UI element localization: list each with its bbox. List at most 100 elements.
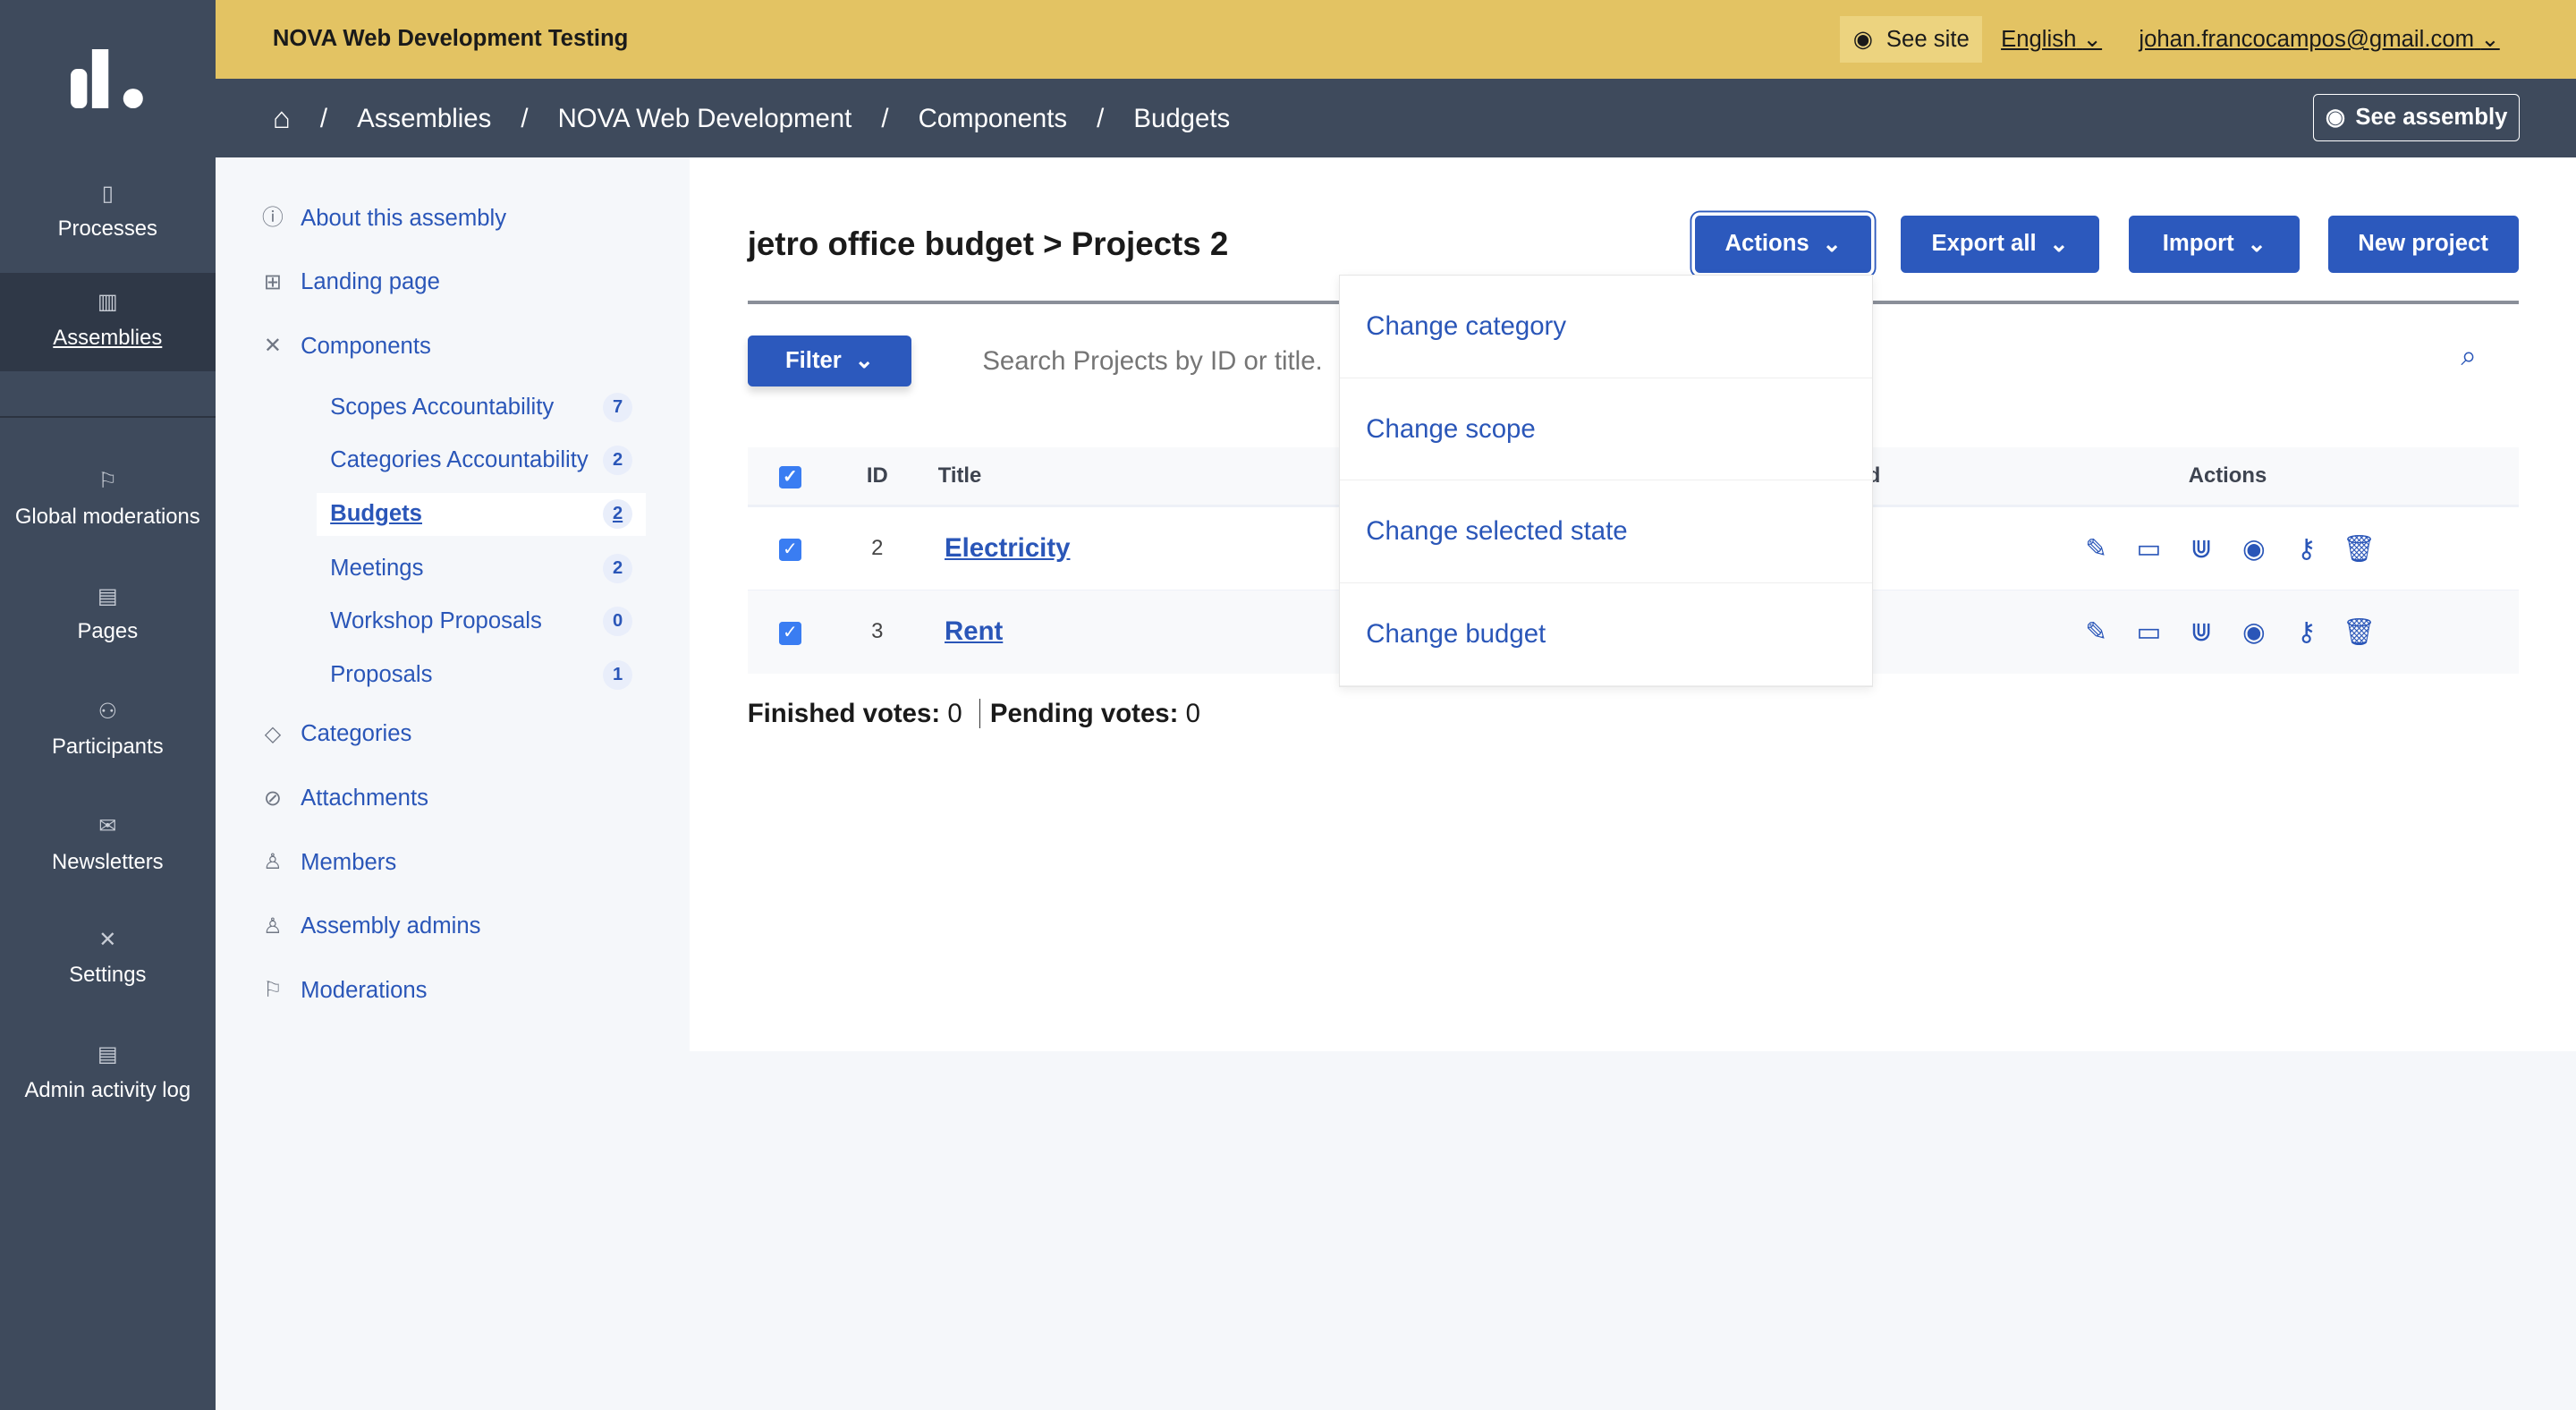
settings-icon: ✕ (98, 927, 117, 952)
key-icon[interactable]: ⚷ (2296, 616, 2317, 647)
chevron-down-icon: ⌄ (854, 348, 875, 374)
dropdown-change-scope[interactable]: Change scope (1339, 378, 1872, 481)
component-item[interactable]: Proposals 1 (317, 654, 645, 697)
folder-icon[interactable]: ▭ (2136, 533, 2162, 564)
trash-icon[interactable]: 🗑 (2343, 533, 2377, 564)
breadcrumb: ⌂ / Assemblies / NOVA Web Development / Com… (215, 79, 2576, 158)
subnav-components[interactable]: ✕ Components (261, 334, 431, 360)
sidebar-item-admin-log[interactable]: ▤ Admin activity log (24, 1042, 191, 1102)
breadcrumb-budgets[interactable]: Budgets (1133, 103, 1231, 133)
key-icon[interactable]: ⚷ (2296, 533, 2317, 564)
divider (0, 415, 216, 418)
header-actions: Actions (2188, 463, 2267, 488)
chevron-down-icon: ⌄ (2480, 27, 2500, 53)
project-link[interactable]: Rent (945, 616, 1004, 647)
chevron-down-icon: ⌄ (2247, 231, 2267, 257)
pencil-icon[interactable]: ✎ (2085, 533, 2107, 564)
see-assembly-button[interactable]: ◉ See assembly (2313, 93, 2521, 142)
eye-icon[interactable]: ◉ (2242, 616, 2266, 647)
layout-icon: ⊞ (263, 269, 282, 294)
breadcrumb-assembly[interactable]: NOVA Web Development (557, 103, 852, 133)
row-checkbox[interactable]: ✓ (778, 538, 802, 562)
subnav-landing[interactable]: ⊞ Landing page (261, 269, 440, 295)
processes-icon: ▯ (101, 182, 114, 207)
component-item-selected[interactable]: Budgets 2 (317, 492, 646, 536)
subnav-attachments[interactable]: ⊘ Attachments (261, 786, 428, 811)
row-checkbox[interactable]: ✓ (778, 622, 802, 645)
select-all-checkbox[interactable]: ✓ (778, 465, 802, 489)
count-badge: 0 (603, 606, 633, 636)
votes-summary: Finished votes: 0 Pending votes: 0 (747, 698, 1200, 728)
subnav-about[interactable]: ⓘ About this assembly (261, 205, 507, 231)
top-bar: NOVA Web Development Testing ◉ See site E… (215, 0, 2576, 80)
language-selector[interactable]: English ⌄ (2001, 27, 2103, 53)
count-badge: 1 (603, 660, 633, 691)
user-admin-icon: ♙ (263, 913, 283, 939)
count-badge: 7 (603, 392, 633, 422)
see-site-link[interactable]: ◉ See site (1840, 16, 1983, 63)
dropdown-change-budget[interactable]: Change budget (1339, 583, 1872, 687)
filter-button[interactable]: Filter ⌄ (747, 335, 912, 386)
breadcrumb-assemblies[interactable]: Assemblies (357, 103, 492, 133)
chevron-down-icon: ⌄ (2049, 231, 2069, 257)
dropdown-change-selected-state[interactable]: Change selected state (1339, 480, 1872, 584)
user-icon: ♙ (263, 850, 283, 875)
eye-icon: ◉ (2325, 105, 2346, 131)
component-item[interactable]: Scopes Accountability 7 (317, 386, 645, 429)
subnav-moderations[interactable]: ⚐ Moderations (261, 978, 427, 1004)
eye-icon[interactable]: ◉ (2242, 533, 2266, 564)
actions-dropdown: Change category Change scope Change sele… (1338, 274, 1873, 688)
dropdown-change-category[interactable]: Change category (1339, 276, 1872, 378)
count-badge: 2 (603, 553, 633, 583)
main-sidebar: ▯ Processes ▥ Assemblies ⚐ Global moderatio… (0, 0, 216, 1410)
count-badge: 2 (603, 499, 633, 530)
breadcrumb-components[interactable]: Components (918, 103, 1068, 133)
info-icon: ⓘ (261, 206, 284, 231)
sidebar-item-processes[interactable]: ▯ Processes (57, 182, 157, 242)
flag-icon: ⚐ (263, 978, 283, 1003)
subnav-members[interactable]: ♙ Members (261, 850, 396, 876)
component-item[interactable]: Categories Accountability 2 (317, 438, 645, 481)
sidebar-item-pages[interactable]: ▤ Pages (77, 584, 139, 644)
count-badge: 2 (603, 445, 633, 475)
secondary-nav: ⓘ About this assembly ⊞ Landing page ✕ Comp… (215, 157, 691, 1410)
sidebar-item-settings[interactable]: ✕ Settings (69, 927, 147, 988)
trash-icon[interactable]: 🗑 (2343, 616, 2377, 647)
page-title: jetro office budget > Projects 2 (747, 225, 1229, 262)
assemblies-icon: ▥ (97, 290, 118, 315)
subnav-admins[interactable]: ♙ Assembly admins (261, 913, 480, 939)
flag-icon: ⚐ (97, 469, 117, 494)
sidebar-item-newsletters[interactable]: ✉ Newsletters (51, 814, 164, 874)
component-item[interactable]: Workshop Proposals 0 (317, 599, 645, 642)
tag-icon: ◇ (264, 721, 282, 746)
user-menu[interactable]: johan.francocampos@gmail.com ⌄ (2139, 27, 2500, 53)
paperclip-icon: ⊘ (263, 786, 282, 811)
folder-icon[interactable]: ▭ (2136, 616, 2162, 647)
mail-icon: ✉ (98, 814, 117, 839)
new-project-button[interactable]: New project (2327, 215, 2519, 273)
chevron-down-icon: ⌄ (2082, 27, 2103, 53)
search-icon[interactable]: ⌕ (2461, 340, 2477, 372)
export-all-button[interactable]: Export all ⌄ (1901, 215, 2100, 273)
pencil-icon[interactable]: ✎ (2085, 616, 2107, 647)
header-title[interactable]: Title (937, 463, 982, 488)
eye-icon: ◉ (1852, 27, 1874, 53)
header-id[interactable]: ID (866, 463, 888, 488)
home-icon[interactable]: ⌂ (272, 101, 291, 135)
sidebar-item-assemblies[interactable]: ▥ Assemblies (0, 272, 216, 372)
sidebar-item-participants[interactable]: ⚇ Participants (51, 699, 164, 759)
organization-name: NOVA Web Development Testing (272, 26, 629, 52)
paperclip-icon[interactable]: ⋓ (2190, 533, 2213, 564)
subnav-categories[interactable]: ◇ Categories (261, 721, 412, 747)
pages-icon: ▤ (97, 584, 118, 609)
log-icon: ▤ (97, 1042, 118, 1067)
project-link[interactable]: Electricity (945, 533, 1071, 564)
paperclip-icon[interactable]: ⋓ (2190, 616, 2213, 647)
component-item[interactable]: Meetings 2 (317, 548, 645, 590)
tools-icon: ✕ (263, 334, 282, 359)
logo[interactable] (70, 49, 146, 109)
import-button[interactable]: Import ⌄ (2129, 215, 2301, 273)
actions-button[interactable]: Actions ⌄ (1695, 215, 1871, 273)
sidebar-item-global-moderations[interactable]: ⚐ Global moderations (14, 469, 200, 529)
chevron-down-icon: ⌄ (1822, 231, 1842, 257)
